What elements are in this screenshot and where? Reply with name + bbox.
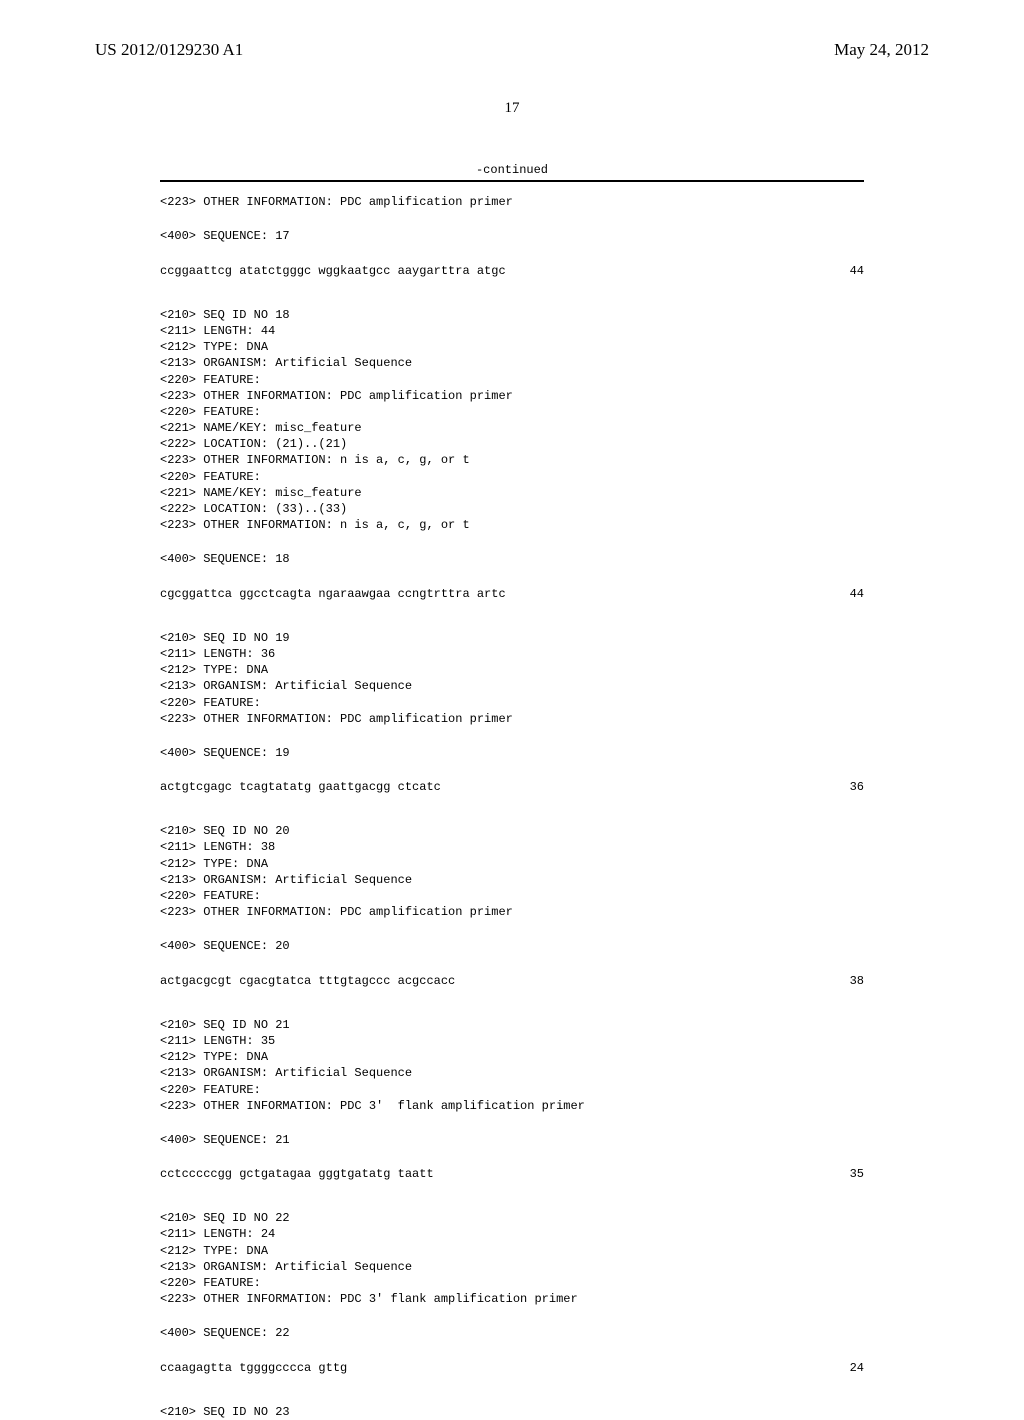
sequence-line: <213> ORGANISM: Artificial Sequence xyxy=(160,355,864,371)
sequence-line: <220> FEATURE: xyxy=(160,888,864,904)
sequence-block: <400> SEQUENCE: 18 xyxy=(160,551,864,567)
sequence-block: ccggaattcg atatctgggc wggkaatgcc aaygart… xyxy=(160,263,864,279)
sequence-row: ccaagagtta tggggcccca gttg 24 xyxy=(160,1360,864,1376)
sequence-length: 24 xyxy=(850,1360,864,1376)
sequence-text: cgcggattca ggcctcagta ngaraawgaa ccngtrt… xyxy=(160,586,506,602)
sequence-length: 36 xyxy=(850,779,864,795)
sequence-block: <400> SEQUENCE: 17 xyxy=(160,228,864,244)
sequence-line: <213> ORGANISM: Artificial Sequence xyxy=(160,872,864,888)
sequence-row: actgacgcgt cgacgtatca tttgtagccc acgccac… xyxy=(160,973,864,989)
sequence-line: <223> OTHER INFORMATION: PDC 3' flank am… xyxy=(160,1291,864,1307)
sequence-line: <222> LOCATION: (21)..(21) xyxy=(160,436,864,452)
sequence-row: cctcccccgg gctgatagaa gggtgatatg taatt 35 xyxy=(160,1166,864,1182)
sequence-listing: -continued <223> OTHER INFORMATION: PDC … xyxy=(0,117,1024,1420)
sequence-line: <211> LENGTH: 35 xyxy=(160,1033,864,1049)
sequence-line: <223> OTHER INFORMATION: PDC 3' flank am… xyxy=(160,1098,864,1114)
sequence-length: 38 xyxy=(850,973,864,989)
sequence-line: <222> LOCATION: (33)..(33) xyxy=(160,501,864,517)
sequence-line: <211> LENGTH: 24 xyxy=(160,1226,864,1242)
sequence-line: <212> TYPE: DNA xyxy=(160,339,864,355)
sequence-line: <223> OTHER INFORMATION: n is a, c, g, o… xyxy=(160,452,864,468)
sequence-line: <220> FEATURE: xyxy=(160,695,864,711)
sequence-block: <210> SEQ ID NO 22<211> LENGTH: 24<212> … xyxy=(160,1210,864,1307)
sequence-length: 44 xyxy=(850,263,864,279)
sequence-line: <211> LENGTH: 38 xyxy=(160,839,864,855)
sequence-line: <220> FEATURE: xyxy=(160,404,864,420)
sequence-line: <400> SEQUENCE: 19 xyxy=(160,745,864,761)
sequence-line: <220> FEATURE: xyxy=(160,372,864,388)
sequence-text: actgacgcgt cgacgtatca tttgtagccc acgccac… xyxy=(160,973,455,989)
sequence-line: <220> FEATURE: xyxy=(160,469,864,485)
sequence-line: <223> OTHER INFORMATION: PDC amplificati… xyxy=(160,711,864,727)
sequence-row: actgtcgagc tcagtatatg gaattgacgg ctcatc 3… xyxy=(160,779,864,795)
sequence-row: cgcggattca ggcctcagta ngaraawgaa ccngtrt… xyxy=(160,586,864,602)
sequence-block: <210> SEQ ID NO 23 xyxy=(160,1404,864,1420)
sequence-line: <220> FEATURE: xyxy=(160,1275,864,1291)
sequence-line: <212> TYPE: DNA xyxy=(160,1049,864,1065)
sequence-block: <400> SEQUENCE: 20 xyxy=(160,938,864,954)
sequence-line: <212> TYPE: DNA xyxy=(160,1243,864,1259)
sequence-line: <212> TYPE: DNA xyxy=(160,856,864,872)
sequence-line: <210> SEQ ID NO 18 xyxy=(160,307,864,323)
sequence-text: ccggaattcg atatctgggc wggkaatgcc aaygart… xyxy=(160,263,506,279)
sequence-block: <210> SEQ ID NO 18<211> LENGTH: 44<212> … xyxy=(160,307,864,534)
continued-label: -continued xyxy=(160,162,864,178)
sequence-line: <210> SEQ ID NO 19 xyxy=(160,630,864,646)
sequence-row: ccggaattcg atatctgggc wggkaatgcc aaygart… xyxy=(160,263,864,279)
sequence-text: ccaagagtta tggggcccca gttg xyxy=(160,1360,347,1376)
sequence-block: <210> SEQ ID NO 21<211> LENGTH: 35<212> … xyxy=(160,1017,864,1114)
sequence-block: <223> OTHER INFORMATION: PDC amplificati… xyxy=(160,194,864,210)
sequence-line: <223> OTHER INFORMATION: PDC amplificati… xyxy=(160,904,864,920)
sequence-line: <212> TYPE: DNA xyxy=(160,662,864,678)
sequence-line: <400> SEQUENCE: 18 xyxy=(160,551,864,567)
sequence-line: <211> LENGTH: 36 xyxy=(160,646,864,662)
sequence-line: <400> SEQUENCE: 20 xyxy=(160,938,864,954)
sequence-line: <223> OTHER INFORMATION: PDC amplificati… xyxy=(160,388,864,404)
sequence-block: <400> SEQUENCE: 19 xyxy=(160,745,864,761)
sequence-length: 44 xyxy=(850,586,864,602)
sequence-line: <221> NAME/KEY: misc_feature xyxy=(160,420,864,436)
sequence-length: 35 xyxy=(850,1166,864,1182)
sequence-block: <210> SEQ ID NO 20<211> LENGTH: 38<212> … xyxy=(160,823,864,920)
sequence-block: cgcggattca ggcctcagta ngaraawgaa ccngtrt… xyxy=(160,586,864,602)
sequence-text: cctcccccgg gctgatagaa gggtgatatg taatt xyxy=(160,1166,434,1182)
sequence-block: actgacgcgt cgacgtatca tttgtagccc acgccac… xyxy=(160,973,864,989)
sequence-line: <221> NAME/KEY: misc_feature xyxy=(160,485,864,501)
sequence-line: <213> ORGANISM: Artificial Sequence xyxy=(160,1259,864,1275)
sequence-block: ccaagagtta tggggcccca gttg 24 xyxy=(160,1360,864,1376)
sequence-line: <220> FEATURE: xyxy=(160,1082,864,1098)
sequence-line: <211> LENGTH: 44 xyxy=(160,323,864,339)
sequence-block: cctcccccgg gctgatagaa gggtgatatg taatt 35 xyxy=(160,1166,864,1182)
sequence-line: <223> OTHER INFORMATION: PDC amplificati… xyxy=(160,194,864,210)
sequence-line: <210> SEQ ID NO 20 xyxy=(160,823,864,839)
sequence-line: <400> SEQUENCE: 22 xyxy=(160,1325,864,1341)
sequence-block: <210> SEQ ID NO 19<211> LENGTH: 36<212> … xyxy=(160,630,864,727)
sequence-block: actgtcgagc tcagtatatg gaattgacgg ctcatc 3… xyxy=(160,779,864,795)
sequence-block: <400> SEQUENCE: 22 xyxy=(160,1325,864,1341)
sequence-line: <213> ORGANISM: Artificial Sequence xyxy=(160,678,864,694)
sequence-line: <213> ORGANISM: Artificial Sequence xyxy=(160,1065,864,1081)
sequence-line: <223> OTHER INFORMATION: n is a, c, g, o… xyxy=(160,517,864,533)
sequence-block: <400> SEQUENCE: 21 xyxy=(160,1132,864,1148)
sequence-text: actgtcgagc tcagtatatg gaattgacgg ctcatc xyxy=(160,779,441,795)
sequence-line: <210> SEQ ID NO 23 xyxy=(160,1404,864,1420)
sequence-line: <400> SEQUENCE: 21 xyxy=(160,1132,864,1148)
page-header: US 2012/0129230 A1 May 24, 2012 xyxy=(0,0,1024,60)
sequence-line: <400> SEQUENCE: 17 xyxy=(160,228,864,244)
sequence-line: <210> SEQ ID NO 22 xyxy=(160,1210,864,1226)
publication-date: May 24, 2012 xyxy=(834,40,929,60)
publication-number: US 2012/0129230 A1 xyxy=(95,40,243,60)
sequence-line: <210> SEQ ID NO 21 xyxy=(160,1017,864,1033)
top-rule xyxy=(160,180,864,182)
page-number: 17 xyxy=(0,100,1024,117)
